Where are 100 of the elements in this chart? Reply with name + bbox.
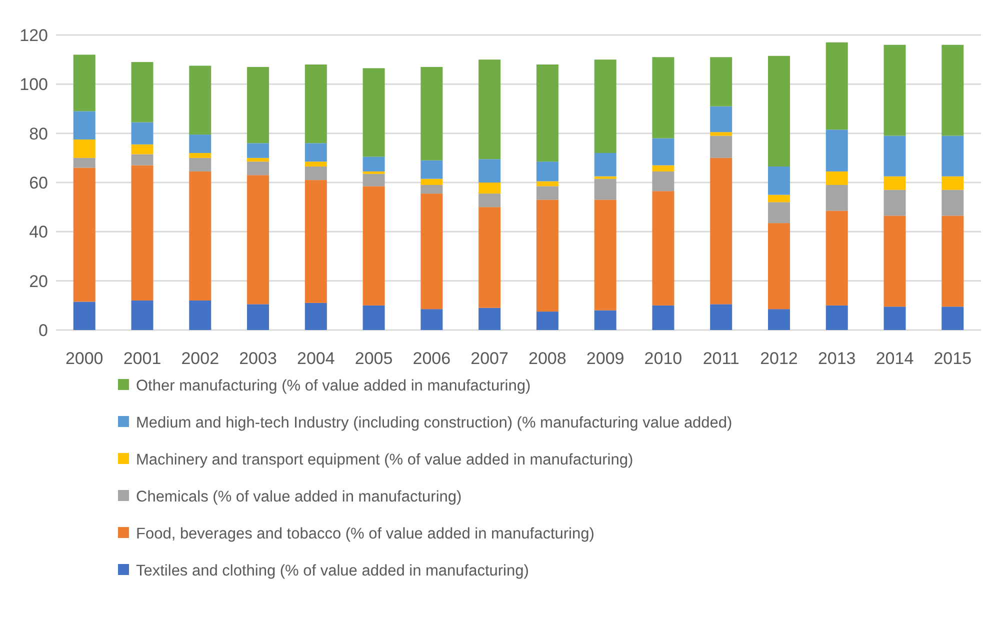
- bar: [768, 166, 790, 195]
- x-tick-label: 2004: [296, 349, 335, 368]
- bar: [131, 62, 154, 122]
- bar: [420, 160, 443, 179]
- bar: [73, 302, 96, 330]
- bar: [478, 207, 501, 308]
- bar: [884, 176, 906, 190]
- bar: [247, 143, 270, 158]
- bar: [594, 153, 616, 176]
- x-tick-label: 2008: [528, 349, 566, 368]
- legend-label: Medium and high-tech Industry (including construction) (% manufacturing value added): [136, 414, 732, 432]
- bar: [536, 312, 558, 330]
- bar: [478, 159, 501, 182]
- y-tick-label: 0: [38, 320, 48, 340]
- bar: [189, 300, 212, 330]
- bar: [826, 171, 848, 185]
- bar: [826, 210, 848, 306]
- bar: [362, 68, 385, 157]
- x-tick-label: 2002: [181, 349, 220, 368]
- bar: [594, 200, 616, 310]
- bar: [189, 171, 212, 300]
- bar: [189, 134, 212, 153]
- bar: [884, 306, 906, 330]
- bar: [710, 106, 732, 132]
- bar: [73, 111, 96, 140]
- bar: [362, 186, 385, 306]
- bar: [594, 310, 616, 330]
- bar: [942, 136, 964, 176]
- x-tick-label: 2000: [65, 349, 104, 368]
- bar: [710, 158, 732, 304]
- bar: [247, 175, 270, 304]
- bar: [189, 153, 212, 158]
- y-tick-label: 20: [29, 272, 48, 291]
- x-tick-label: 2014: [876, 349, 914, 368]
- bar: [826, 42, 848, 130]
- x-tick-label: 2010: [644, 349, 682, 368]
- bar: [362, 171, 385, 174]
- bar: [884, 44, 906, 136]
- bar: [652, 57, 674, 138]
- y-tick-label: 40: [29, 222, 48, 242]
- bar: [768, 223, 790, 310]
- bar: [73, 54, 96, 112]
- bar: [652, 191, 674, 306]
- bar: [247, 304, 270, 330]
- bar: [362, 305, 385, 330]
- bar: [131, 154, 154, 166]
- bar: [826, 184, 848, 211]
- x-tick-label: 2013: [818, 349, 856, 368]
- bar: [768, 194, 790, 202]
- bar: [884, 190, 906, 216]
- bar: [536, 200, 558, 312]
- bar: [536, 64, 558, 162]
- bar: [478, 308, 501, 330]
- bar: [478, 60, 501, 160]
- bar: [131, 300, 154, 330]
- x-tick-label: 2005: [354, 349, 393, 368]
- bar: [594, 178, 616, 200]
- x-tick-label: 2009: [586, 349, 624, 368]
- y-tick-label: 80: [29, 124, 48, 144]
- bar: [536, 181, 558, 186]
- bar: [73, 168, 96, 302]
- x-tick-label: 2006: [412, 349, 451, 368]
- bar: [652, 138, 674, 166]
- bar: [362, 174, 385, 186]
- bar: [304, 180, 327, 303]
- x-tick-label: 2011: [702, 349, 740, 368]
- bar: [826, 305, 848, 330]
- bar: [594, 60, 616, 153]
- bar: [189, 66, 212, 135]
- bar: [710, 132, 732, 136]
- bar: [420, 184, 443, 194]
- bar: [420, 309, 443, 330]
- x-tick-label: 2015: [934, 349, 972, 368]
- bar: [478, 194, 501, 208]
- legend-label: Chemicals (% of value added in manufacturing): [136, 488, 462, 506]
- legend-label: Other manufacturing (% of value added in manufacturing): [136, 377, 531, 394]
- bar: [942, 190, 964, 216]
- bar: [73, 139, 96, 158]
- bar: [536, 186, 558, 200]
- bar: [884, 216, 906, 307]
- bar: [420, 178, 443, 185]
- bar: [420, 194, 443, 310]
- bar: [247, 162, 270, 176]
- bar: [652, 305, 674, 330]
- x-tick-label: 2012: [760, 349, 798, 368]
- bar: [131, 144, 154, 154]
- bar: [131, 165, 154, 300]
- x-tick-label: 2001: [123, 349, 162, 368]
- y-tick-label: 60: [29, 173, 48, 192]
- bar: [942, 306, 964, 330]
- bar: [247, 158, 270, 162]
- x-tick-label: 2007: [470, 349, 508, 368]
- bar: [594, 176, 616, 179]
- bar: [304, 143, 327, 162]
- bar: [478, 182, 501, 194]
- bar: [247, 66, 270, 144]
- bar: [884, 136, 906, 176]
- bar: [826, 130, 848, 172]
- bar: [942, 176, 964, 190]
- bar: [304, 162, 327, 167]
